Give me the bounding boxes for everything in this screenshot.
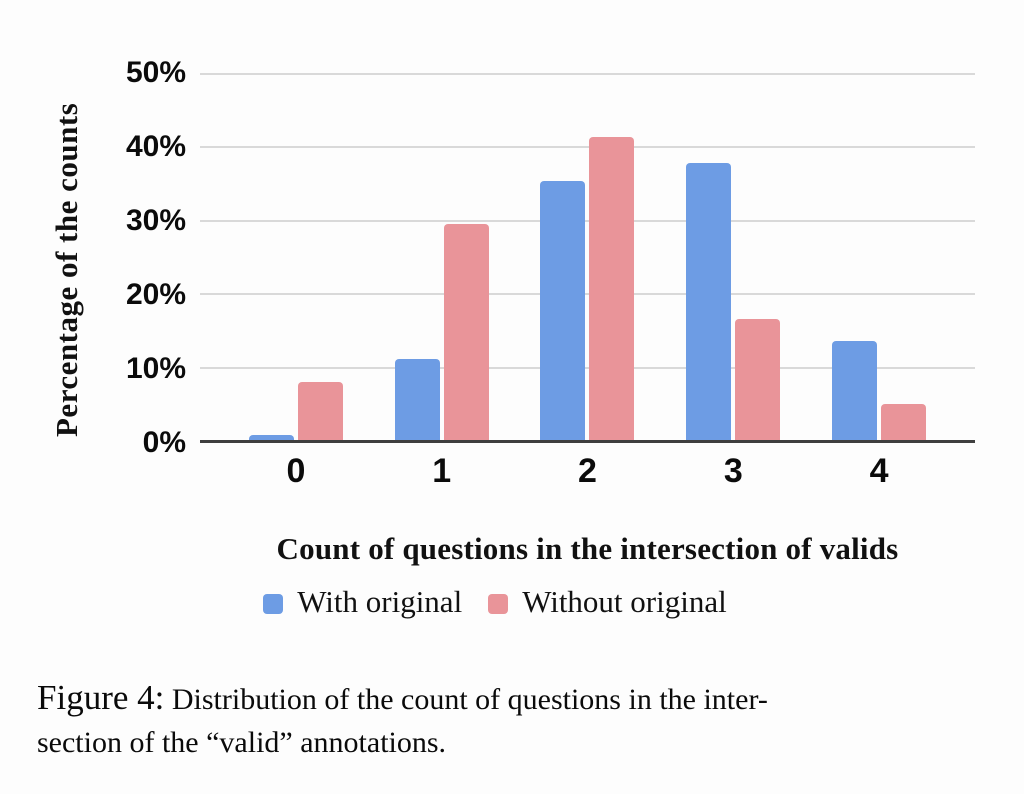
- legend-swatch-without-original: [488, 594, 509, 614]
- figure-caption: Figure 4: Distribution of the count of q…: [37, 676, 987, 764]
- bar-without-original-0: [297, 382, 343, 440]
- gridline-30: [200, 219, 975, 222]
- bar-with-original-4: [832, 341, 878, 440]
- x-tick-label: 2: [578, 452, 597, 490]
- bar-group-2: [515, 73, 661, 440]
- gridline-20: [200, 293, 975, 296]
- y-tick-label: 10%: [125, 352, 186, 385]
- bar-group-3: [660, 73, 806, 440]
- x-tick-label: 1: [432, 452, 452, 490]
- y-tick-label: 30%: [125, 204, 186, 237]
- y-tick-label: 0%: [142, 426, 186, 459]
- legend: With original Without original: [0, 584, 990, 620]
- gridline-40: [200, 146, 975, 149]
- gridline-10: [200, 366, 975, 369]
- y-tick-label: 40%: [125, 130, 186, 163]
- y-tick-label: 50%: [125, 56, 186, 89]
- x-tick-label: 3: [723, 452, 743, 490]
- figure-caption-label: Figure 4:: [37, 678, 165, 717]
- bar-with-original-1: [394, 359, 440, 440]
- x-tick-label: 4: [869, 452, 889, 490]
- bar-with-original-3: [686, 163, 732, 440]
- bars-row: [200, 73, 975, 440]
- y-axis-tick-labels: 50% 40% 30% 20% 10% 0%: [0, 56, 186, 459]
- legend-item-with-original: With original: [263, 584, 462, 620]
- bar-group-0: [223, 73, 369, 440]
- legend-item-without-original: Without original: [488, 584, 727, 620]
- plot-area: [200, 73, 975, 443]
- gridline-50: [200, 73, 975, 75]
- y-tick-label: 20%: [125, 278, 186, 311]
- bar-with-original-2: [540, 181, 586, 440]
- bar-group-4: [806, 73, 952, 440]
- bar-without-original-4: [881, 404, 927, 440]
- legend-swatch-with-original: [263, 594, 284, 614]
- x-tick-label: 0: [286, 452, 306, 490]
- x-axis-title: Count of questions in the intersection o…: [276, 531, 899, 566]
- bar-with-original-0: [248, 435, 294, 440]
- bar-without-original-2: [589, 137, 635, 440]
- legend-label: With original: [297, 584, 463, 619]
- legend-label: Without original: [522, 584, 727, 619]
- bar-without-original-3: [735, 319, 781, 440]
- bar-without-original-1: [443, 224, 489, 440]
- x-axis-tick-labels: 0 1 2 3 4: [200, 452, 975, 491]
- figure-caption-line2: section of the “valid” annotations.: [37, 726, 447, 759]
- bar-group-1: [369, 73, 515, 440]
- figure-caption-line1: Distribution of the count of questions i…: [171, 683, 768, 716]
